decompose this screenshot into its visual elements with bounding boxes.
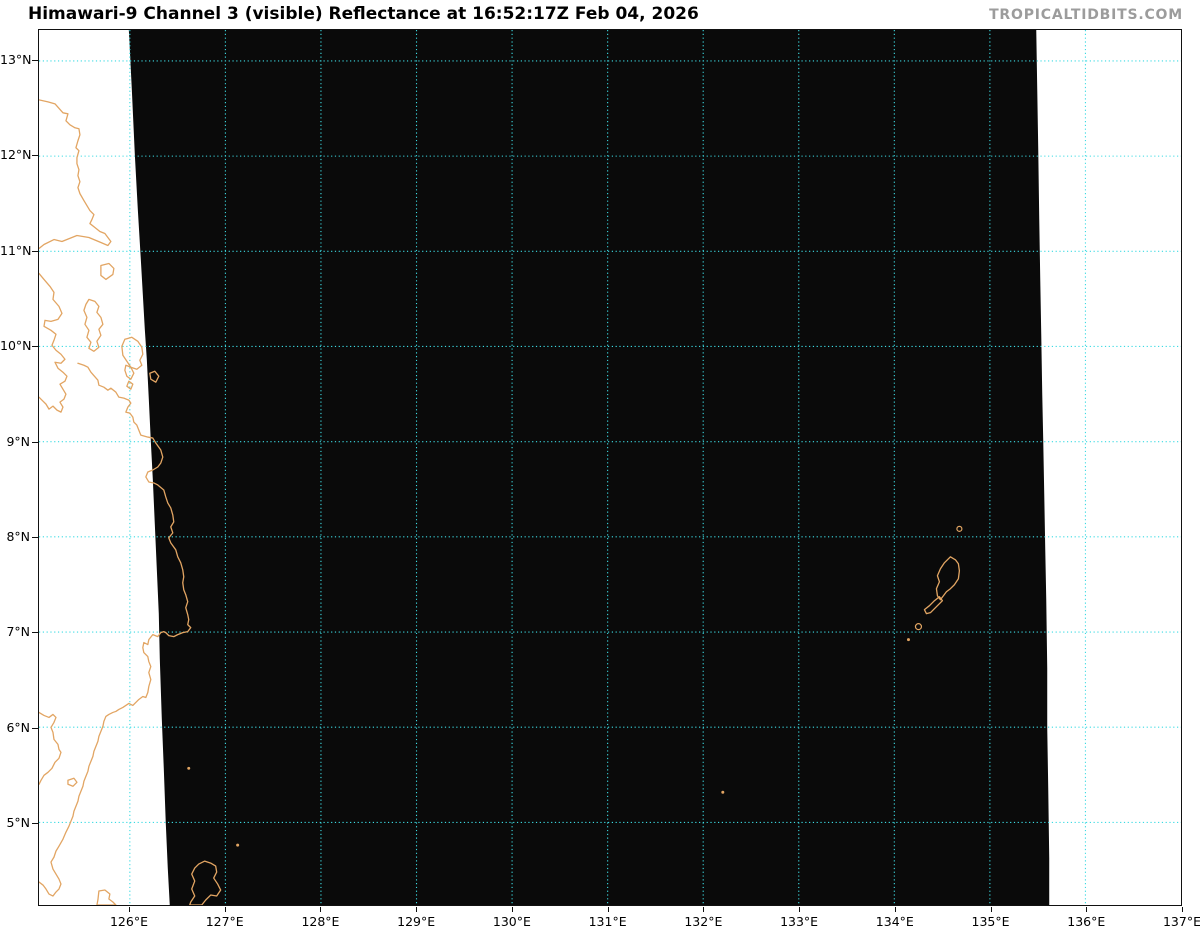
lon-tick-label: 136°E <box>1067 914 1106 929</box>
coastline-islet-oval <box>67 777 78 787</box>
lon-tick-132 <box>703 907 705 912</box>
coastline-mindanao-coast <box>39 362 192 897</box>
lon-tick-label: 135°E <box>971 914 1010 929</box>
satellite-swath-dark-region <box>128 30 1050 905</box>
lon-tick-126 <box>129 907 130 912</box>
coastline-sangihe-island <box>96 889 117 905</box>
island-sonsorol-dot <box>721 790 725 794</box>
tropicaltidbits-watermark: TROPICALTIDBITS.COM <box>989 7 1183 23</box>
lat-tick-6 <box>32 727 38 729</box>
coastline-surigao-islets-a <box>124 364 135 380</box>
lat-tick-10 <box>32 346 38 348</box>
lat-tick-label: 12°N <box>0 147 32 163</box>
lon-tick-label: 129°E <box>397 914 436 929</box>
coastline-dinagat-north-island <box>83 298 104 352</box>
lat-tick-label: 9°N <box>6 433 30 449</box>
lon-tick-label: 126°E <box>109 914 148 929</box>
coastline-homonhon-island <box>100 262 115 281</box>
coastline-dinagat-island <box>121 336 144 370</box>
lon-tick-130 <box>511 907 513 912</box>
lat-tick-7 <box>32 632 38 634</box>
lon-tick-label: 132°E <box>684 914 723 929</box>
coastline-samar-east-coast <box>39 99 112 250</box>
lon-tick-131 <box>607 907 609 912</box>
lat-tick-label: 13°N <box>0 52 32 67</box>
lon-tick-label: 137°E <box>1162 914 1200 929</box>
coastline-siargao-islet <box>149 370 160 383</box>
lon-tick-136 <box>1086 907 1088 912</box>
coastline-moro-gulf-bay <box>39 711 62 785</box>
lat-tick-label: 10°N <box>0 338 32 354</box>
lon-tick-label: 128°E <box>301 914 340 929</box>
lon-tick-label: 131°E <box>588 914 627 929</box>
lat-tick-label: 7°N <box>6 624 30 640</box>
lon-tick-label: 127°E <box>205 914 244 929</box>
lon-tick-label: 134°E <box>875 914 914 929</box>
lon-tick-label: 130°E <box>492 914 531 929</box>
coastline-surigao-islets-b <box>126 380 134 390</box>
image-title: Himawari-9 Channel 3 (visible) Reflectan… <box>28 4 699 24</box>
lon-tick-133 <box>799 907 801 912</box>
lon-tick-134 <box>894 907 896 912</box>
coastline-karakelong-island <box>189 860 222 905</box>
lon-tick-129 <box>416 907 418 912</box>
lat-tick-9 <box>32 441 38 443</box>
lat-tick-8 <box>32 537 38 538</box>
island-islet-dot-a <box>187 766 191 770</box>
island-islet-dot-b <box>236 843 240 847</box>
lon-tick-label: 133°E <box>780 914 819 929</box>
coastline-palau-koror-chain <box>923 596 944 615</box>
lat-tick-13 <box>32 60 38 61</box>
lat-tick-label: 6°N <box>6 719 30 735</box>
island-peleliu-ring <box>914 623 923 631</box>
island-angaur-dot <box>906 638 910 642</box>
lon-tick-128 <box>320 907 322 912</box>
map-plot-area <box>38 29 1182 906</box>
lon-tick-135 <box>990 907 992 912</box>
lat-tick-label: 8°N <box>6 529 30 544</box>
satellite-map-svg <box>39 30 1181 905</box>
lat-tick-11 <box>32 250 38 252</box>
coastline-palau-babeldaob <box>935 556 961 601</box>
lat-tick-5 <box>32 823 38 825</box>
lon-tick-127 <box>224 907 226 912</box>
island-kayangel-ring <box>956 525 963 532</box>
lat-tick-12 <box>32 155 38 157</box>
lat-tick-label: 5°N <box>6 815 30 831</box>
lon-tick-137 <box>1181 907 1183 912</box>
coastline-leyte-panaon-coast <box>39 272 68 413</box>
lat-tick-label: 11°N <box>0 242 32 258</box>
